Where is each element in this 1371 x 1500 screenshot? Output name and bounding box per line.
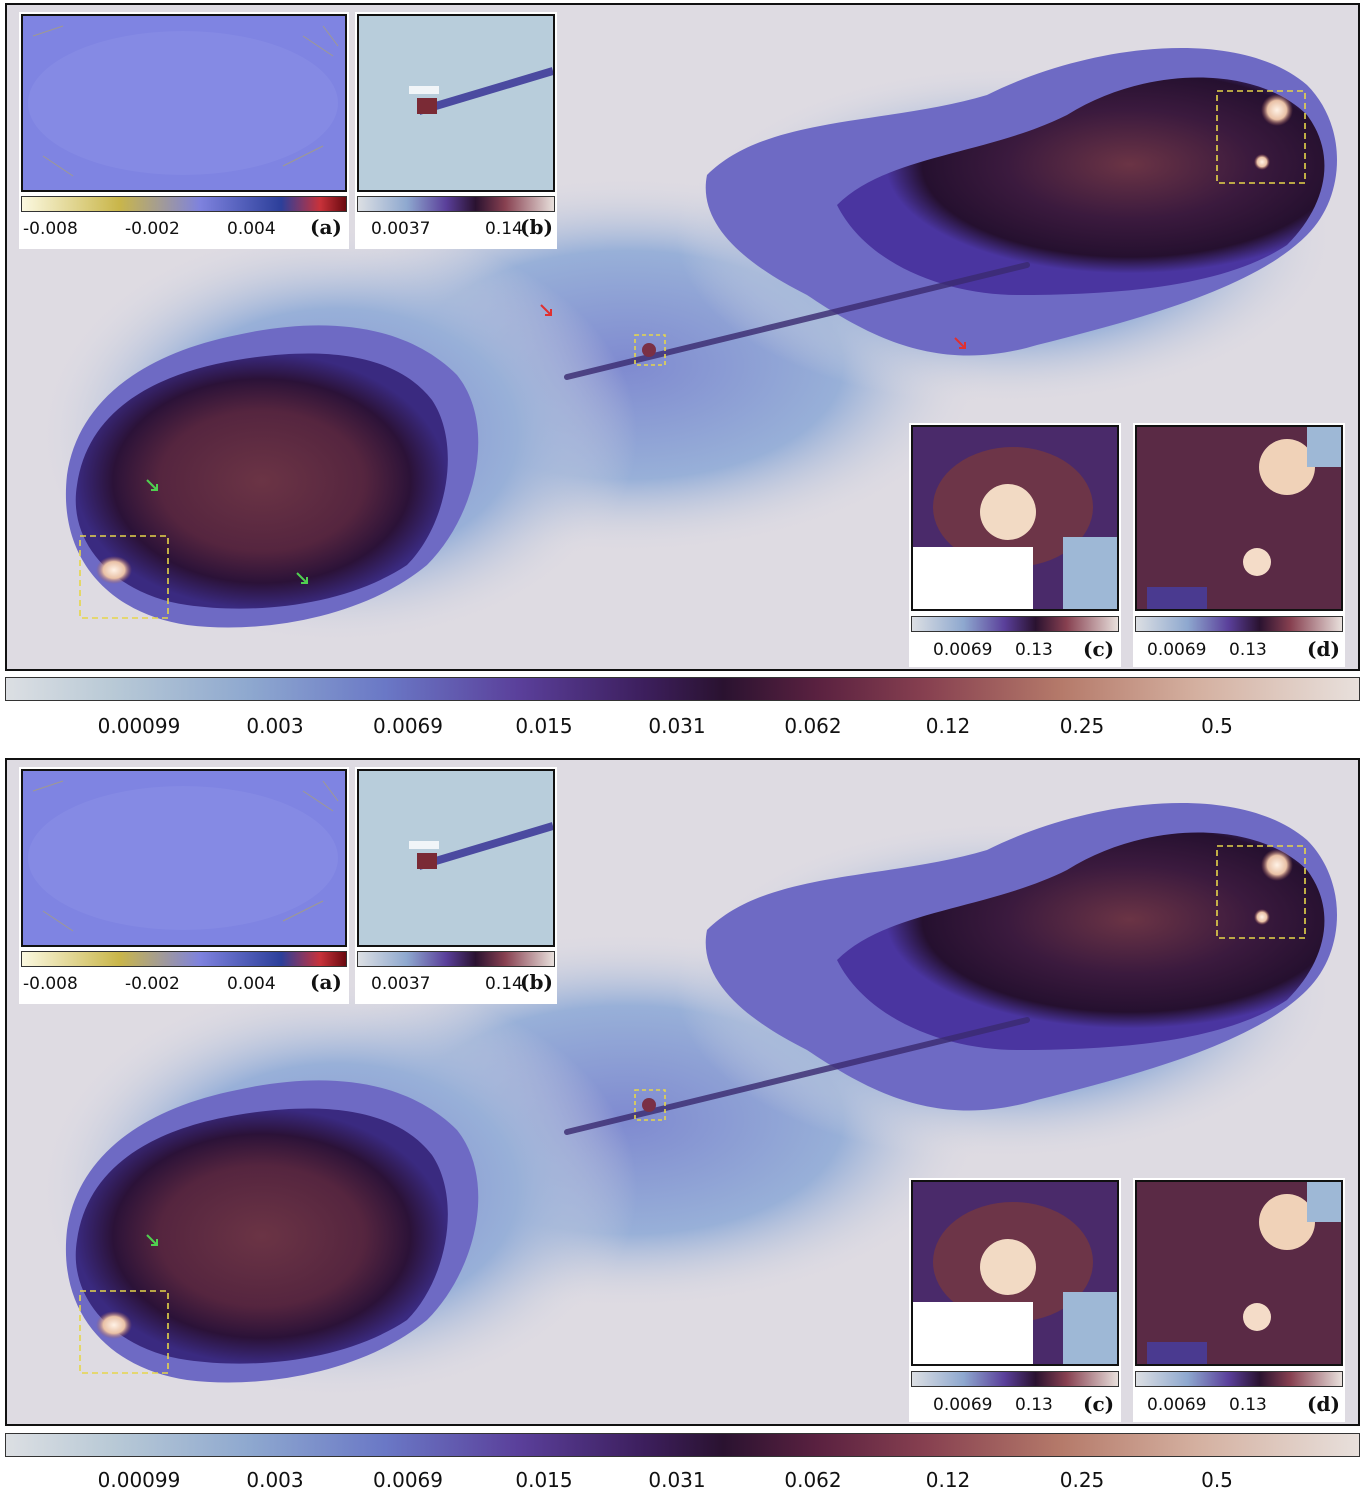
- colorbar-tick: 0.25: [1059, 1468, 1105, 1492]
- inset-d-tick-0: 0.0069: [1147, 640, 1207, 660]
- colorbar-tick: 0.00099: [97, 1468, 181, 1492]
- colorbar-tick: 0.015: [515, 1468, 573, 1492]
- inset-a-tick-2: 0.004: [227, 219, 276, 239]
- inset-d-tick-1: 0.13: [1229, 1395, 1267, 1415]
- inset-a-residual: [21, 14, 347, 192]
- inset-d-colorbar: [1135, 1371, 1343, 1387]
- inset-c-tick-0: 0.0069: [933, 640, 993, 660]
- colorbar-tick: 0.015: [515, 714, 573, 738]
- inset-c-tick-0: 0.0069: [933, 1395, 993, 1415]
- inset-c-colorbar: [911, 1371, 1119, 1387]
- inset-b-label: (b): [520, 215, 553, 239]
- colorbar-tick: 0.003: [246, 1468, 304, 1492]
- radio-galaxy-image: [37, 47, 1337, 645]
- inset-d-tick-0: 0.0069: [1147, 1395, 1207, 1415]
- top-image-panel: -0.008 -0.002 0.004 (a) 0.0037 0.14 (b) …: [5, 3, 1360, 671]
- inset-d-right-hotspot: [1135, 1180, 1343, 1366]
- colorbar-tick: 0.0069: [373, 1468, 443, 1492]
- inset-d-label: (d): [1307, 1392, 1340, 1416]
- inset-a-residual: [21, 769, 347, 947]
- colorbar-tick: 0.5: [1201, 714, 1233, 738]
- colorbar-tick: 0.031: [648, 1468, 706, 1492]
- colorbar-tick: 0.031: [648, 714, 706, 738]
- radio-galaxy-image: [37, 802, 1337, 1400]
- colorbar-tick: 0.12: [925, 714, 971, 738]
- inset-c-label: (c): [1083, 1392, 1115, 1416]
- inset-c-tick-1: 0.13: [1015, 640, 1053, 660]
- main-colorbar-top: [5, 677, 1360, 701]
- inset-a-label: (a): [310, 215, 342, 239]
- zoom-box-left-hotspot: [79, 1290, 169, 1374]
- inset-b-label: (b): [520, 970, 553, 994]
- inset-a-colorbar: [21, 196, 347, 212]
- colorbar-tick: 0.12: [925, 1468, 971, 1492]
- zoom-box-core: [634, 1089, 666, 1121]
- main-colorbar-top-ticks: 0.00099 0.003 0.0069 0.015 0.031 0.062 0…: [5, 714, 1360, 744]
- colorbar-tick: 0.00099: [97, 714, 181, 738]
- inset-c-tick-1: 0.13: [1015, 1395, 1053, 1415]
- zoom-box-core: [634, 334, 666, 366]
- inset-d-right-hotspot: [1135, 425, 1343, 611]
- inset-c-colorbar: [911, 616, 1119, 632]
- inset-a-tick-1: -0.002: [125, 219, 180, 239]
- colorbar-tick: 0.0069: [373, 714, 443, 738]
- green-arrow-icon: [146, 479, 308, 584]
- main-colorbar-bottom: [5, 1433, 1360, 1457]
- inset-b-colorbar: [357, 951, 555, 967]
- inset-a-tick-0: -0.008: [23, 219, 78, 239]
- zoom-box-right-hotspot: [1216, 845, 1306, 939]
- colorbar-tick: 0.25: [1059, 714, 1105, 738]
- green-arrow-icon: [146, 1234, 158, 1246]
- zoom-box-right-hotspot: [1216, 90, 1306, 184]
- colorbar-tick: 0.5: [1201, 1468, 1233, 1492]
- inset-b-core: [357, 14, 555, 192]
- inset-a-tick-1: -0.002: [125, 974, 180, 994]
- inset-a-tick-0: -0.008: [23, 974, 78, 994]
- main-colorbar-bottom-ticks: 0.00099 0.003 0.0069 0.015 0.031 0.062 0…: [5, 1468, 1360, 1498]
- colorbar-tick: 0.062: [784, 714, 842, 738]
- red-arrow-icon: [540, 304, 966, 349]
- inset-d-label: (d): [1307, 637, 1340, 661]
- inset-c-left-hotspot: [911, 1180, 1119, 1366]
- colorbar-tick: 0.062: [784, 1468, 842, 1492]
- inset-b-tick-0: 0.0037: [371, 974, 431, 994]
- inset-d-colorbar: [1135, 616, 1343, 632]
- inset-b-core: [357, 769, 555, 947]
- inset-c-left-hotspot: [911, 425, 1119, 611]
- inset-d-tick-1: 0.13: [1229, 640, 1267, 660]
- bottom-image-panel: -0.008 -0.002 0.004 (a) 0.0037 0.14 (b) …: [5, 758, 1360, 1426]
- inset-b-tick-1: 0.14: [485, 219, 523, 239]
- inset-a-colorbar: [21, 951, 347, 967]
- inset-b-tick-0: 0.0037: [371, 219, 431, 239]
- inset-c-label: (c): [1083, 637, 1115, 661]
- inset-b-colorbar: [357, 196, 555, 212]
- inset-b-tick-1: 0.14: [485, 974, 523, 994]
- inset-a-label: (a): [310, 970, 342, 994]
- zoom-box-left-hotspot: [79, 535, 169, 619]
- inset-a-tick-2: 0.004: [227, 974, 276, 994]
- colorbar-tick: 0.003: [246, 714, 304, 738]
